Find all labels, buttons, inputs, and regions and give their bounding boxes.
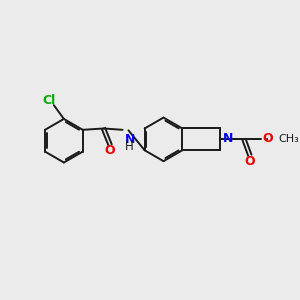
Text: N: N [125,133,135,146]
Text: CH₃: CH₃ [278,134,299,144]
Text: H: H [125,140,134,153]
Text: O: O [244,155,255,168]
Text: O: O [105,144,116,157]
Text: N: N [223,131,234,145]
Text: O: O [263,132,274,145]
Text: Cl: Cl [42,94,56,107]
